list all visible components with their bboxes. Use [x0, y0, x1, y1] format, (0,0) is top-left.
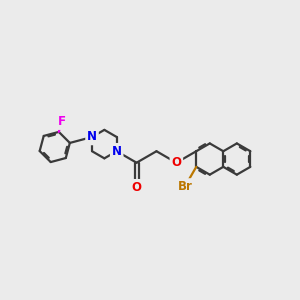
Text: O: O: [132, 181, 142, 194]
Text: O: O: [171, 156, 182, 169]
Text: Br: Br: [178, 180, 192, 193]
Text: N: N: [112, 145, 122, 158]
Text: N: N: [87, 130, 97, 143]
Text: F: F: [58, 115, 65, 128]
